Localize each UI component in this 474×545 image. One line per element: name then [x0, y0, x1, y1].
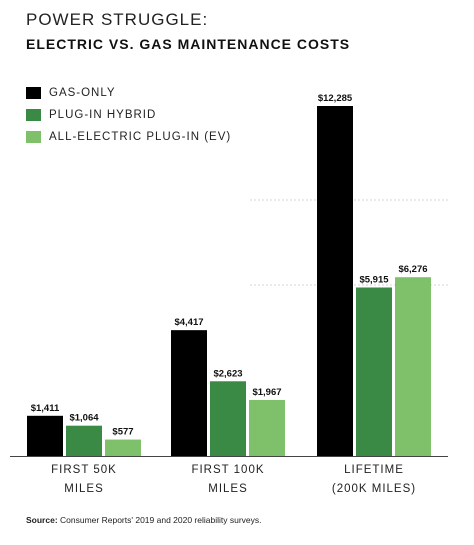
bar-1-2 [66, 425, 102, 456]
data-label-1-2: $1,064 [69, 413, 99, 424]
data-label-1-3: $577 [112, 427, 133, 438]
category-label-1-line-1: FIRST 50K [51, 464, 117, 476]
bar-3-2 [356, 287, 392, 456]
bar-1-3 [105, 439, 141, 456]
legend-swatch-gas-only [26, 87, 41, 99]
legend-label-plug-in-hybrid: PLUG-IN HYBRID [49, 109, 157, 121]
legend-label-gas-only: GAS-ONLY [49, 87, 116, 99]
source-note: Source: Consumer Reports' 2019 and 2020 … [26, 515, 262, 525]
data-label-2-1: $4,417 [174, 317, 203, 328]
chart-subtitle: ELECTRIC VS. GAS MAINTENANCE COSTS [26, 36, 351, 52]
legend-item-plug-in-hybrid: PLUG-IN HYBRID [26, 104, 231, 126]
bar-3-1 [317, 106, 353, 456]
legend-label-ev: ALL-ELECTRIC PLUG-IN (EV) [49, 131, 232, 143]
bar-2-1 [171, 330, 207, 456]
data-label-3-2: $5,915 [359, 274, 389, 285]
bar-3-3 [395, 277, 431, 456]
data-label-1-1: $1,411 [31, 403, 60, 414]
data-label-3-3: $6,276 [398, 264, 427, 275]
category-label-1-line-2: MILES [64, 483, 104, 495]
legend-swatch-ev [26, 131, 41, 143]
chart-title: POWER STRUGGLE: [26, 10, 209, 29]
data-label-3-1: $12,285 [318, 93, 353, 104]
bar-2-3 [249, 399, 285, 456]
source-text: Consumer Reports' 2019 and 2020 reliabil… [60, 515, 262, 525]
data-label-2-3: $1,967 [252, 387, 281, 398]
legend-item-ev: ALL-ELECTRIC PLUG-IN (EV) [26, 126, 231, 148]
category-label-2-line-1: FIRST 100K [191, 464, 264, 476]
legend: GAS-ONLY PLUG-IN HYBRID ALL-ELECTRIC PLU… [26, 82, 231, 148]
category-label-2-line-2: MILES [208, 483, 248, 495]
bar-1-1 [27, 415, 63, 456]
source-label: Source: [26, 515, 58, 525]
legend-item-gas-only: GAS-ONLY [26, 82, 231, 104]
category-label-3-line-1: LIFETIME [344, 464, 404, 476]
category-label-3-line-2: (200K MILES) [332, 483, 416, 495]
data-label-2-2: $2,623 [213, 368, 242, 379]
bar-2-2 [210, 381, 246, 456]
legend-swatch-plug-in-hybrid [26, 109, 41, 121]
